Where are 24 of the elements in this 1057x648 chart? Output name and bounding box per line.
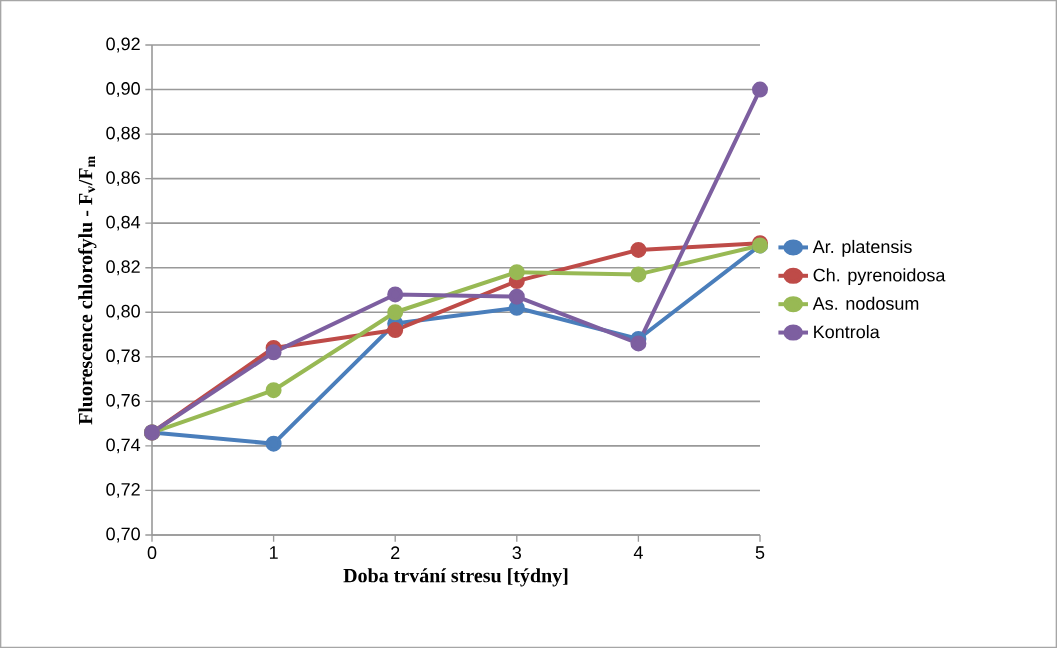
y-tick-label: 0,88 [106,126,140,142]
legend-label: Ch. pyrenoidosa [813,268,946,286]
x-tick-label: 4 [633,546,643,559]
legend-label: Ar. platensis [812,239,912,257]
x-tick-label: 1 [269,546,278,559]
y-tick-label: 0,72 [106,483,140,498]
x-tick-label: 3 [512,546,522,560]
y-tick-label: 0,82 [106,260,140,276]
y-tick-label: 0,74 [106,438,141,454]
y-tick-label: 0,86 [106,171,140,187]
y-tick-label: 0,76 [106,393,140,409]
y-tick-label: 0,90 [106,82,140,97]
y-tick-label: 0,78 [106,349,140,365]
x-tick-label: 2 [391,546,400,559]
legend-label: Kontrola [814,325,880,339]
y-tick-label: 0,92 [106,37,140,53]
y-tick-label: 0,80 [106,304,140,320]
y-tick-label: 0,84 [106,215,141,231]
x-tick-label: 0 [147,546,157,560]
legend-label: As. nodosum [812,296,919,310]
y-axis-title: Fluorescence chlorofylu - F$_{v}$/F$_{m}$ [78,156,97,425]
x-tick-label: 5 [755,546,765,559]
y-tick-label: 0,70 [106,527,140,543]
x-axis-title: Doba trvání stresu [týdny] [343,568,568,587]
